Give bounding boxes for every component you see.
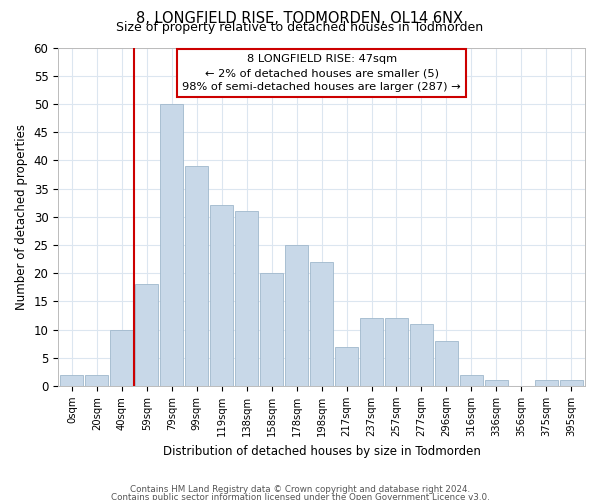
Bar bbox=[160, 104, 184, 386]
Bar bbox=[310, 262, 333, 386]
Bar bbox=[85, 375, 109, 386]
Bar bbox=[285, 245, 308, 386]
Text: Contains HM Land Registry data © Crown copyright and database right 2024.: Contains HM Land Registry data © Crown c… bbox=[130, 485, 470, 494]
Bar bbox=[210, 206, 233, 386]
Bar bbox=[460, 375, 483, 386]
Text: 8 LONGFIELD RISE: 47sqm
← 2% of detached houses are smaller (5)
98% of semi-deta: 8 LONGFIELD RISE: 47sqm ← 2% of detached… bbox=[182, 54, 461, 92]
Bar bbox=[335, 346, 358, 386]
Bar bbox=[485, 380, 508, 386]
X-axis label: Distribution of detached houses by size in Todmorden: Distribution of detached houses by size … bbox=[163, 444, 481, 458]
Bar bbox=[435, 341, 458, 386]
Bar bbox=[135, 284, 158, 386]
Bar bbox=[410, 324, 433, 386]
Text: Size of property relative to detached houses in Todmorden: Size of property relative to detached ho… bbox=[116, 22, 484, 35]
Y-axis label: Number of detached properties: Number of detached properties bbox=[15, 124, 28, 310]
Bar bbox=[110, 330, 133, 386]
Bar bbox=[560, 380, 583, 386]
Bar bbox=[535, 380, 558, 386]
Text: 8, LONGFIELD RISE, TODMORDEN, OL14 6NX: 8, LONGFIELD RISE, TODMORDEN, OL14 6NX bbox=[137, 11, 464, 26]
Bar bbox=[235, 211, 258, 386]
Text: Contains public sector information licensed under the Open Government Licence v3: Contains public sector information licen… bbox=[110, 493, 490, 500]
Bar bbox=[185, 166, 208, 386]
Bar bbox=[360, 318, 383, 386]
Bar bbox=[385, 318, 408, 386]
Bar bbox=[260, 273, 283, 386]
Bar bbox=[60, 375, 83, 386]
